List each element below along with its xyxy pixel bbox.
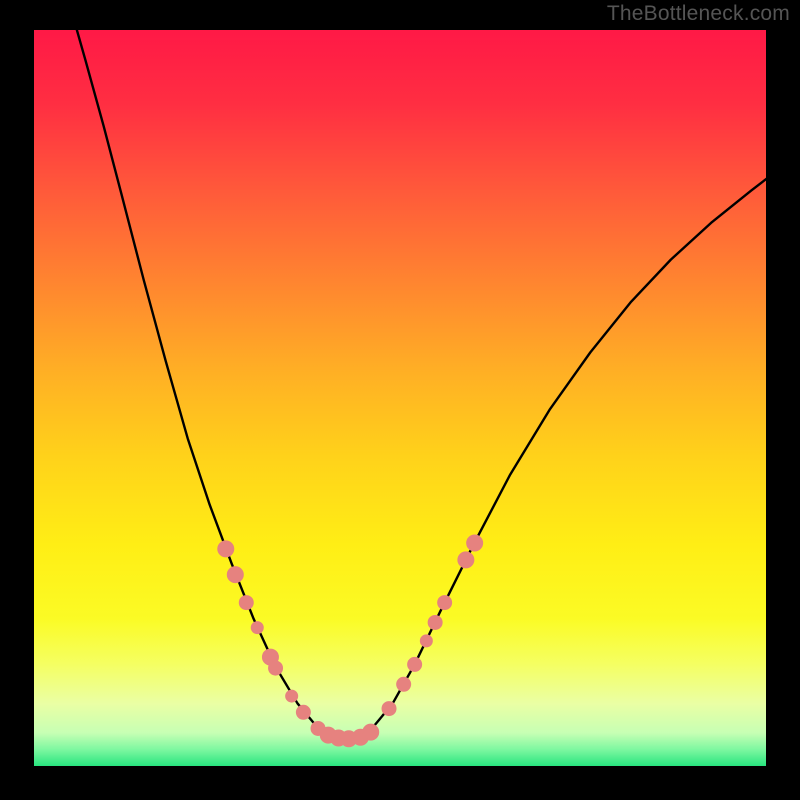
data-marker — [420, 635, 432, 647]
data-marker — [438, 596, 452, 610]
bottleneck-chart — [0, 0, 800, 800]
gradient-background — [34, 30, 766, 766]
data-marker — [269, 661, 283, 675]
data-marker — [296, 705, 310, 719]
data-marker — [363, 724, 379, 740]
data-marker — [382, 702, 396, 716]
data-marker — [458, 552, 474, 568]
data-marker — [467, 535, 483, 551]
data-marker — [239, 596, 253, 610]
data-marker — [227, 567, 243, 583]
data-marker — [428, 615, 442, 629]
data-marker — [251, 622, 263, 634]
data-marker — [397, 677, 411, 691]
watermark-text: TheBottleneck.com — [607, 2, 790, 26]
data-marker — [408, 657, 422, 671]
data-marker — [286, 690, 298, 702]
data-marker — [218, 541, 234, 557]
